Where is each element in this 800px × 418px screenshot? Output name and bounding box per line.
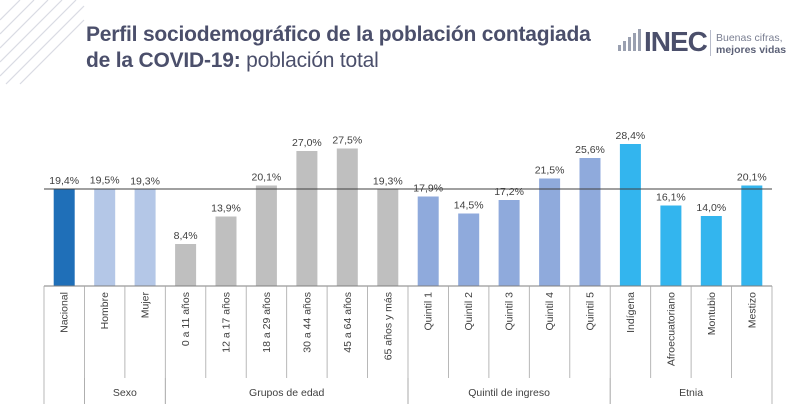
category-label: 45 a 64 años: [342, 292, 354, 353]
group-label: Etnia: [679, 387, 703, 399]
category-label: Quintil 4: [544, 292, 556, 331]
category-label: Quintil 2: [463, 292, 475, 331]
bar: [255, 185, 277, 286]
bar: [175, 244, 197, 286]
data-label: 16,1%: [656, 192, 686, 204]
data-label: 17,2%: [494, 186, 524, 198]
logo-bars-icon: [618, 29, 641, 51]
title-line-2: de la COVID-19: población total: [86, 48, 591, 74]
bar: [660, 205, 682, 286]
data-label: 27,5%: [332, 135, 362, 147]
logo-slogan: Buenas cifras, mejores vidas: [716, 32, 786, 56]
decorative-stripes: [0, 0, 85, 85]
bar: [336, 148, 358, 286]
category-label: 18 a 29 años: [261, 292, 273, 353]
bar: [579, 158, 601, 286]
bar: [215, 216, 237, 286]
bar: [296, 151, 318, 286]
bar: [458, 213, 480, 286]
data-label: 21,5%: [535, 165, 565, 177]
bar: [417, 196, 439, 286]
category-label: Afroecuatoriano: [665, 292, 677, 366]
data-label: 14,0%: [696, 202, 726, 214]
category-label: Indígena: [625, 292, 637, 333]
category-label: Quintil 5: [585, 292, 597, 331]
data-label: 19,3%: [130, 176, 160, 188]
category-label: Quintil 1: [423, 292, 435, 331]
category-label: Quintil 3: [504, 292, 516, 331]
bar: [94, 188, 116, 286]
data-label: 28,4%: [616, 130, 646, 142]
data-label: 19,3%: [373, 176, 403, 188]
inec-logo: INEC Buenas cifras, mejores vidas: [618, 20, 798, 70]
bar: [377, 189, 399, 286]
data-label: 14,5%: [454, 200, 484, 212]
category-label: Nacional: [59, 292, 71, 333]
category-label: Mestizo: [746, 292, 758, 328]
title-line-2-light: población total: [240, 49, 379, 72]
logo-separator: [710, 30, 711, 56]
data-label: 17,9%: [413, 183, 443, 195]
category-label: 12 a 17 años: [221, 292, 233, 353]
slogan-line-1: Buenas cifras,: [716, 32, 783, 44]
data-label: 25,6%: [575, 144, 605, 156]
category-label: 65 años y más: [382, 292, 394, 360]
data-label: 20,1%: [737, 172, 767, 184]
category-label: Hombre: [99, 292, 111, 330]
chart-title: Perfil sociodemográfico de la población …: [86, 22, 591, 74]
bar: [498, 200, 520, 286]
category-label: Montubio: [706, 292, 718, 335]
bar: [700, 216, 722, 286]
group-label: Grupos de edad: [249, 387, 324, 399]
bar: [134, 189, 156, 286]
bar: [619, 144, 641, 286]
title-line-1: Perfil sociodemográfico de la población …: [86, 23, 591, 46]
group-label: Sexo: [113, 387, 137, 399]
data-label: 19,4%: [49, 175, 79, 187]
data-label: 19,5%: [90, 175, 120, 187]
slogan-line-2: mejores vidas: [716, 44, 787, 56]
category-label: 0 a 11 años: [180, 292, 192, 346]
logo-text: INEC: [644, 26, 708, 57]
data-label: 20,1%: [252, 172, 282, 184]
category-label: 30 a 44 años: [301, 292, 313, 353]
bar: [741, 185, 763, 286]
data-label: 27,0%: [292, 137, 322, 149]
bar: [53, 189, 75, 286]
category-label: Mujer: [140, 292, 152, 319]
group-label: Quintil de ingreso: [468, 387, 550, 399]
bar: [539, 178, 561, 286]
data-label: 13,9%: [211, 203, 241, 215]
title-line-2-bold: de la COVID-19:: [86, 49, 241, 72]
data-label: 8,4%: [174, 230, 198, 242]
